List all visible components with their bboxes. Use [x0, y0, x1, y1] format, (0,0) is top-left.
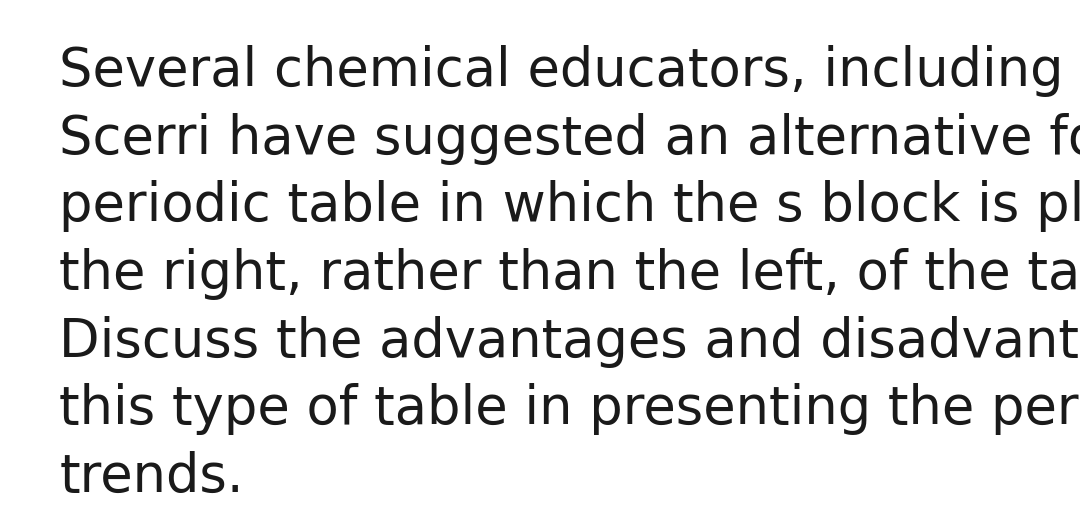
- Text: Several chemical educators, including E. R.
Scerri have suggested an alternative: Several chemical educators, including E.…: [59, 45, 1080, 503]
